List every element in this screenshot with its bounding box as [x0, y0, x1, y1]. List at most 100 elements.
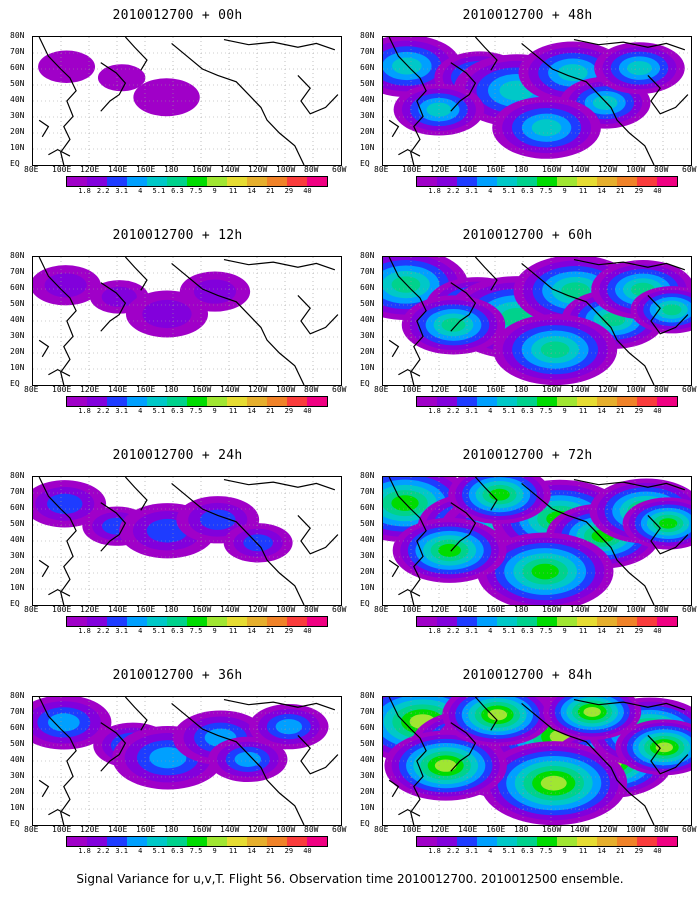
colorbar-label: 6.3: [521, 187, 534, 195]
colorbar-label: 29: [284, 187, 294, 195]
colorbar-swatch: [187, 837, 207, 846]
colorbar-label: 40: [653, 627, 662, 635]
colorbar-label: 1.8: [78, 627, 91, 635]
colorbar-label: 29: [634, 847, 644, 855]
variance-contour: [438, 543, 461, 557]
lon-label: 160E: [136, 825, 156, 834]
colorbar-label: 2.2: [96, 187, 110, 195]
map-canvas: [33, 257, 341, 385]
colorbar-label: 9: [562, 627, 567, 635]
coastline: [388, 37, 427, 165]
coastline: [297, 294, 339, 335]
colorbar-swatch: [657, 397, 677, 406]
map-panel-p24: 2010012700 + 24h 80N 70N 60N 50N 40N 30N 20N 10N…: [10, 448, 346, 663]
colorbar-label: 4: [138, 627, 143, 635]
colorbar-swatch: [457, 837, 477, 846]
colorbar-label: 7.5: [189, 847, 203, 855]
lat-label: 50N: [10, 739, 25, 748]
lon-label: 140W: [220, 385, 240, 394]
variance-contour: [142, 299, 192, 329]
lon-label: 180: [514, 165, 529, 174]
lon-label: 160W: [192, 825, 212, 834]
lon-label: 120W: [248, 605, 268, 614]
map-canvas: [33, 37, 341, 165]
coastline: [573, 698, 686, 711]
lon-label: 120E: [80, 165, 100, 174]
colorbar-label: 9: [212, 187, 217, 195]
colorbar-label: 1.8: [78, 407, 91, 415]
colorbar-swatch: [107, 397, 127, 406]
colorbar-swatch: [287, 837, 307, 846]
lat-label: 70N: [10, 47, 25, 56]
colorbar-swatch: [67, 837, 87, 846]
lon-label: 140W: [570, 165, 590, 174]
colorbar-swatch: [147, 177, 167, 186]
lon-label: 80W: [304, 165, 319, 174]
colorbar-swatch: [477, 397, 497, 406]
lon-label: 80E: [24, 385, 39, 394]
variance-contour: [46, 493, 83, 514]
colorbar-swatch: [477, 837, 497, 846]
colorbar: [416, 616, 678, 627]
coastline: [573, 38, 686, 51]
coastline: [474, 697, 498, 731]
lat-label: 50N: [10, 519, 25, 528]
colorbar-swatch: [597, 617, 617, 626]
coastline: [38, 339, 50, 358]
coastline: [647, 734, 689, 775]
colorbar-label: 5.1: [152, 847, 166, 855]
colorbar-swatch: [617, 397, 637, 406]
coastline: [38, 257, 77, 385]
colorbar-swatch: [247, 397, 267, 406]
colorbar-swatch: [127, 837, 147, 846]
lat-label: EQ: [10, 819, 20, 828]
lon-label: 120W: [598, 605, 618, 614]
colorbar-label: 2.2: [96, 627, 110, 635]
lat-label: 70N: [360, 267, 375, 276]
lon-label: 140W: [220, 605, 240, 614]
colorbar-label: 29: [634, 627, 644, 635]
lat-label: 10N: [10, 803, 25, 812]
lon-label: 160W: [192, 385, 212, 394]
lat-label: EQ: [10, 379, 20, 388]
coastline: [38, 779, 50, 798]
lat-label: 70N: [360, 47, 375, 56]
colorbar-label: 40: [303, 187, 312, 195]
lon-label: 120W: [248, 165, 268, 174]
lon-label: 100W: [276, 165, 296, 174]
lon-label: 100E: [402, 605, 422, 614]
lon-label: 160E: [486, 385, 506, 394]
colorbar-label: 9: [562, 847, 567, 855]
lon-label: 60W: [332, 385, 347, 394]
colorbar-swatch: [557, 837, 577, 846]
lat-label: 30N: [10, 331, 25, 340]
colorbar-label: 2.2: [446, 847, 460, 855]
colorbar: [416, 176, 678, 187]
lon-label: 120W: [598, 165, 618, 174]
coastline: [48, 808, 71, 817]
lon-labels: 80E 100E 120E 140E 160E 180 160W 140W 120W 100W 80…: [20, 166, 350, 176]
colorbar-label: 21: [616, 407, 625, 415]
colorbar-label: 2.2: [446, 407, 460, 415]
lon-label: 80W: [654, 385, 669, 394]
lon-label: 100W: [626, 385, 646, 394]
colorbar-label: 29: [634, 407, 644, 415]
colorbar: [66, 616, 328, 627]
coastline: [48, 588, 71, 597]
colorbar-label: 5.1: [502, 847, 516, 855]
variance-contour: [38, 50, 96, 84]
lat-label: 50N: [360, 519, 375, 528]
panel-title: 2010012700 + 36h: [112, 668, 243, 683]
coastline: [388, 119, 400, 138]
variance-contour: [44, 273, 87, 298]
colorbar-label: 1.8: [78, 847, 91, 855]
lat-label: 30N: [360, 771, 375, 780]
coastline: [223, 258, 336, 271]
coastline: [573, 258, 686, 271]
lat-label: 40N: [360, 755, 375, 764]
variance-contour: [561, 282, 590, 299]
coastline: [647, 74, 689, 115]
colorbar-label: 11: [578, 407, 588, 415]
colorbar-label: 3.1: [465, 627, 479, 635]
lat-label: 40N: [10, 535, 25, 544]
